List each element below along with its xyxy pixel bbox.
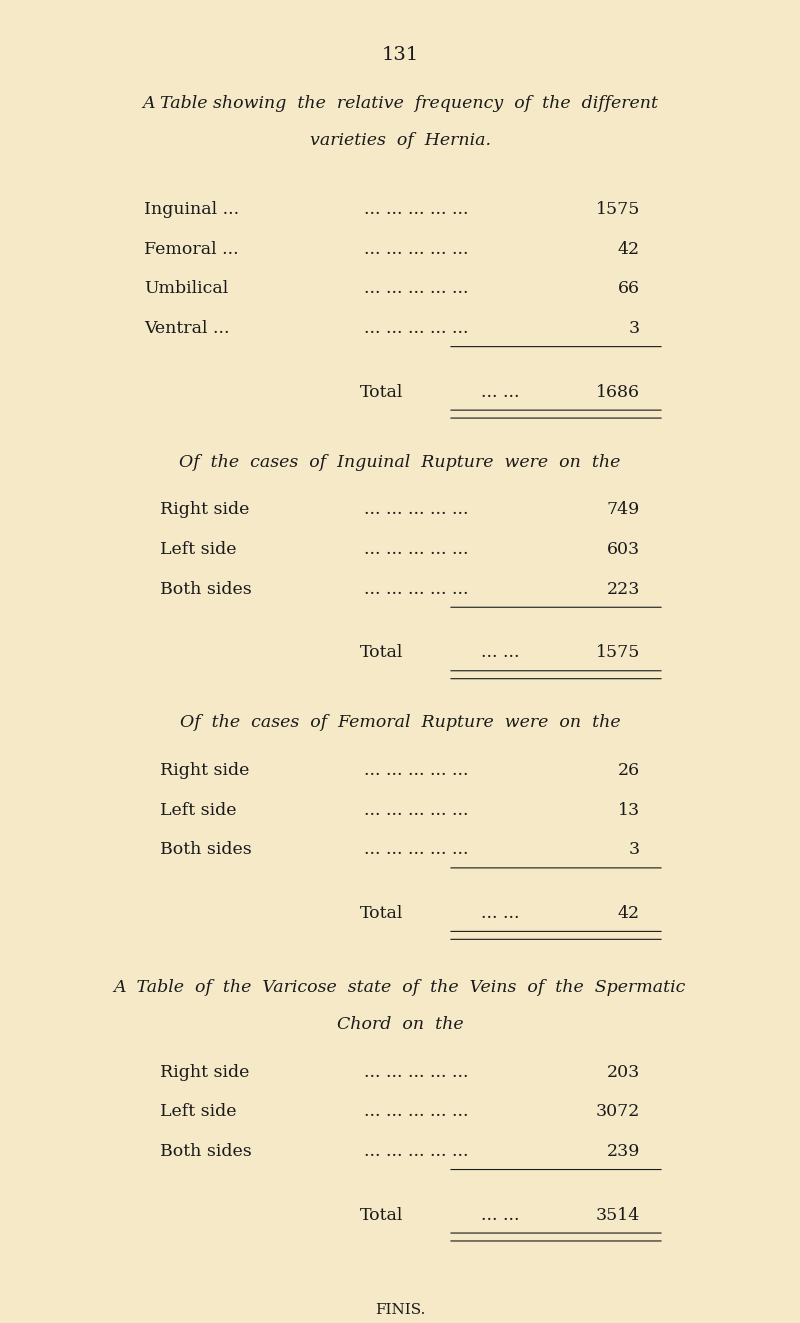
Text: Left side: Left side bbox=[160, 802, 237, 819]
Text: Right side: Right side bbox=[160, 501, 250, 519]
Text: varieties  of  Hernia.: varieties of Hernia. bbox=[310, 132, 490, 149]
Text: ... ... ... ... ...: ... ... ... ... ... bbox=[364, 581, 468, 598]
Text: 42: 42 bbox=[618, 905, 640, 922]
Text: 3: 3 bbox=[629, 320, 640, 337]
Text: Right side: Right side bbox=[160, 762, 250, 779]
Text: Both sides: Both sides bbox=[160, 841, 252, 859]
Text: Ventral ...: Ventral ... bbox=[144, 320, 230, 337]
Text: Left side: Left side bbox=[160, 541, 237, 558]
Text: 1575: 1575 bbox=[596, 644, 640, 662]
Text: 239: 239 bbox=[606, 1143, 640, 1160]
Text: 203: 203 bbox=[606, 1064, 640, 1081]
Text: 1575: 1575 bbox=[596, 201, 640, 218]
Text: Total: Total bbox=[360, 1207, 403, 1224]
Text: ... ... ... ... ...: ... ... ... ... ... bbox=[364, 320, 468, 337]
Text: Right side: Right side bbox=[160, 1064, 250, 1081]
Text: ... ...: ... ... bbox=[481, 1207, 519, 1224]
Text: ... ...: ... ... bbox=[481, 384, 519, 401]
Text: 131: 131 bbox=[382, 46, 418, 65]
Text: ... ... ... ... ...: ... ... ... ... ... bbox=[364, 501, 468, 519]
Text: 603: 603 bbox=[607, 541, 640, 558]
Text: ... ... ... ... ...: ... ... ... ... ... bbox=[364, 1143, 468, 1160]
Text: ... ... ... ... ...: ... ... ... ... ... bbox=[364, 201, 468, 218]
Text: 13: 13 bbox=[618, 802, 640, 819]
Text: ... ...: ... ... bbox=[481, 905, 519, 922]
Text: 42: 42 bbox=[618, 241, 640, 258]
Text: Of  the  cases  of  Femoral  Rupture  were  on  the: Of the cases of Femoral Rupture were on … bbox=[180, 714, 620, 732]
Text: Total: Total bbox=[360, 644, 403, 662]
Text: Inguinal ...: Inguinal ... bbox=[144, 201, 239, 218]
Text: 26: 26 bbox=[618, 762, 640, 779]
Text: Umbilical: Umbilical bbox=[144, 280, 228, 298]
Text: ... ... ... ... ...: ... ... ... ... ... bbox=[364, 1064, 468, 1081]
Text: ... ... ... ... ...: ... ... ... ... ... bbox=[364, 241, 468, 258]
Text: 1686: 1686 bbox=[596, 384, 640, 401]
Text: ... ... ... ... ...: ... ... ... ... ... bbox=[364, 762, 468, 779]
Text: Femoral ...: Femoral ... bbox=[144, 241, 238, 258]
Text: Both sides: Both sides bbox=[160, 581, 252, 598]
Text: 3: 3 bbox=[629, 841, 640, 859]
Text: ... ... ... ... ...: ... ... ... ... ... bbox=[364, 541, 468, 558]
Text: 223: 223 bbox=[606, 581, 640, 598]
Text: ... ... ... ... ...: ... ... ... ... ... bbox=[364, 841, 468, 859]
Text: 3072: 3072 bbox=[596, 1103, 640, 1121]
Text: 749: 749 bbox=[606, 501, 640, 519]
Text: ... ... ... ... ...: ... ... ... ... ... bbox=[364, 802, 468, 819]
Text: A  Table  of  the  Varicose  state  of  the  Veins  of  the  Spermatic: A Table of the Varicose state of the Vei… bbox=[114, 979, 686, 996]
Text: ... ...: ... ... bbox=[481, 644, 519, 662]
Text: Total: Total bbox=[360, 905, 403, 922]
Text: 3514: 3514 bbox=[596, 1207, 640, 1224]
Text: ... ... ... ... ...: ... ... ... ... ... bbox=[364, 280, 468, 298]
Text: Left side: Left side bbox=[160, 1103, 237, 1121]
Text: FINIS.: FINIS. bbox=[375, 1303, 425, 1318]
Text: 66: 66 bbox=[618, 280, 640, 298]
Text: Chord  on  the: Chord on the bbox=[337, 1016, 463, 1033]
Text: Total: Total bbox=[360, 384, 403, 401]
Text: Of  the  cases  of  Inguinal  Rupture  were  on  the: Of the cases of Inguinal Rupture were on… bbox=[179, 454, 621, 471]
Text: A Table showing  the  relative  frequency  of  the  different: A Table showing the relative frequency o… bbox=[142, 95, 658, 112]
Text: ... ... ... ... ...: ... ... ... ... ... bbox=[364, 1103, 468, 1121]
Text: Both sides: Both sides bbox=[160, 1143, 252, 1160]
